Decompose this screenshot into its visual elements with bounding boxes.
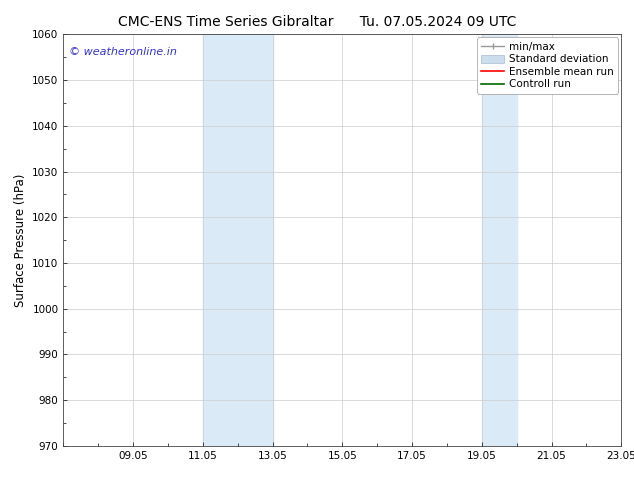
Legend: min/max, Standard deviation, Ensemble mean run, Controll run: min/max, Standard deviation, Ensemble me… [477,37,618,94]
Text: CMC-ENS Time Series Gibraltar      Tu. 07.05.2024 09 UTC: CMC-ENS Time Series Gibraltar Tu. 07.05.… [118,15,516,29]
Text: © weatheronline.in: © weatheronline.in [69,47,177,57]
Bar [482,34,517,446]
Y-axis label: Surface Pressure (hPa): Surface Pressure (hPa) [14,173,27,307]
Bar [203,34,273,446]
